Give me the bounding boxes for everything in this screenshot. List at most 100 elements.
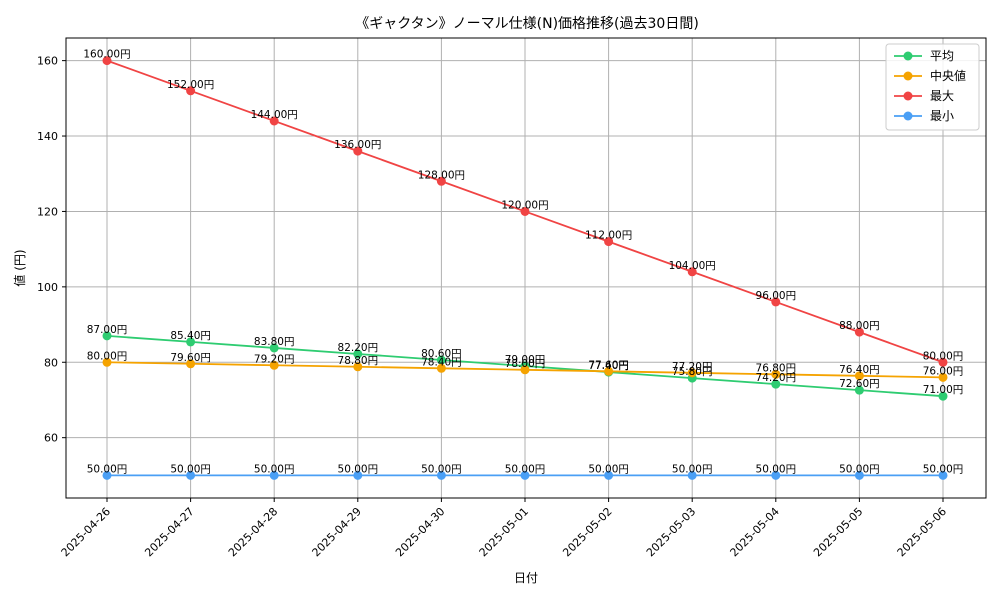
data-labels: 87.00円 85.40円 83.80円 82.20円 80.60円 79.00円 77.4… [83, 49, 963, 476]
x-axis-ticks: 2025-04-26 2025-04-27 2025-04-28 2025-04-29… [59, 498, 949, 559]
legend-marker [903, 71, 913, 81]
x-tick-label: 2025-04-27 [142, 505, 196, 559]
x-tick-label: 2025-04-30 [393, 505, 447, 559]
x-tick-label: 2025-05-05 [811, 505, 865, 559]
data-label: 82.20円 [338, 342, 379, 354]
legend-label: 中央値 [930, 68, 966, 83]
data-label: 78.80円 [338, 355, 379, 367]
data-label: 50.00円 [672, 463, 713, 475]
data-point [771, 470, 781, 480]
data-point [520, 206, 530, 216]
data-point [269, 116, 279, 126]
data-label: 76.80円 [756, 362, 797, 374]
data-label: 74.20円 [756, 372, 797, 384]
y-tick-label: 160 [37, 55, 58, 68]
data-point [102, 331, 112, 341]
data-point [353, 362, 363, 372]
data-label: 77.60円 [588, 359, 629, 371]
legend-marker [903, 91, 913, 101]
data-label: 80.00円 [923, 350, 964, 362]
data-label: 144.00円 [251, 109, 298, 121]
data-point [938, 391, 948, 401]
data-label: 120.00円 [501, 199, 548, 211]
data-label: 71.00円 [923, 384, 964, 396]
data-point [269, 343, 279, 353]
data-label: 104.00円 [669, 260, 716, 272]
data-point [687, 470, 697, 480]
data-point [436, 470, 446, 480]
data-label: 152.00円 [167, 79, 214, 91]
data-label: 87.00円 [87, 324, 128, 336]
y-tick-label: 140 [37, 130, 58, 143]
data-point [854, 470, 864, 480]
data-label: 72.60円 [839, 378, 880, 390]
y-tick-label: 120 [37, 205, 58, 218]
data-point [604, 470, 614, 480]
data-label: 50.00円 [338, 463, 379, 475]
data-label: 112.00円 [585, 230, 632, 242]
data-label: 50.00円 [421, 463, 462, 475]
x-tick-label: 2025-05-02 [560, 505, 614, 559]
data-point [353, 146, 363, 156]
legend-marker [903, 111, 913, 121]
data-point [102, 357, 112, 367]
legend-marker [903, 51, 913, 61]
y-axis-label: 値 (円) [12, 249, 27, 286]
data-label: 79.00円 [505, 354, 546, 366]
data-label: 77.40円 [588, 360, 629, 372]
chart-title: 《ギャクタン》ノーマル仕様(N)価格推移(過去30日間) [355, 16, 699, 32]
data-point [938, 357, 948, 367]
data-point [520, 365, 530, 375]
data-label: 88.00円 [839, 320, 880, 332]
data-label: 50.00円 [588, 463, 629, 475]
data-point [771, 297, 781, 307]
data-label: 80.00円 [87, 350, 128, 362]
data-point [938, 372, 948, 382]
data-point [687, 267, 697, 277]
data-point [604, 366, 614, 376]
data-label: 83.80円 [254, 336, 295, 348]
x-tick-label: 2025-05-03 [644, 505, 698, 559]
data-point [771, 369, 781, 379]
data-label: 50.00円 [756, 463, 797, 475]
data-label: 75.80円 [672, 366, 713, 378]
data-point [604, 237, 614, 247]
data-point [436, 176, 446, 186]
data-point [186, 359, 196, 369]
x-tick-label: 2025-04-26 [59, 505, 113, 559]
x-tick-label: 2025-05-04 [728, 505, 782, 559]
y-tick-label: 80 [44, 356, 58, 369]
x-axis-label: 日付 [514, 571, 538, 585]
plot-area-frame [65, 37, 987, 499]
data-label: 76.40円 [839, 364, 880, 376]
data-point [102, 56, 112, 66]
data-point [854, 327, 864, 337]
data-point [353, 349, 363, 359]
data-label: 50.00円 [839, 463, 880, 475]
data-point [854, 371, 864, 381]
data-label: 79.60円 [170, 352, 211, 364]
data-point [186, 470, 196, 480]
data-label: 50.00円 [87, 463, 128, 475]
x-tick-label: 2025-04-29 [310, 505, 364, 559]
data-label: 50.00円 [170, 463, 211, 475]
data-point [269, 360, 279, 370]
data-label: 50.00円 [923, 463, 964, 475]
data-label: 96.00円 [756, 290, 797, 302]
x-tick-label: 2025-04-28 [226, 505, 280, 559]
x-tick-label: 2025-05-01 [477, 505, 531, 559]
legend-label: 平均 [930, 49, 954, 63]
data-point [186, 337, 196, 347]
data-point [186, 86, 196, 96]
data-label: 78.00円 [505, 358, 546, 370]
data-point [771, 379, 781, 389]
grid-lines [66, 38, 986, 498]
data-point [436, 355, 446, 365]
y-tick-label: 100 [37, 281, 58, 294]
data-label: 160.00円 [83, 49, 130, 61]
data-label: 80.60円 [421, 348, 462, 360]
legend-box [885, 43, 980, 131]
data-point [269, 470, 279, 480]
legend-label: 最大 [930, 89, 954, 103]
